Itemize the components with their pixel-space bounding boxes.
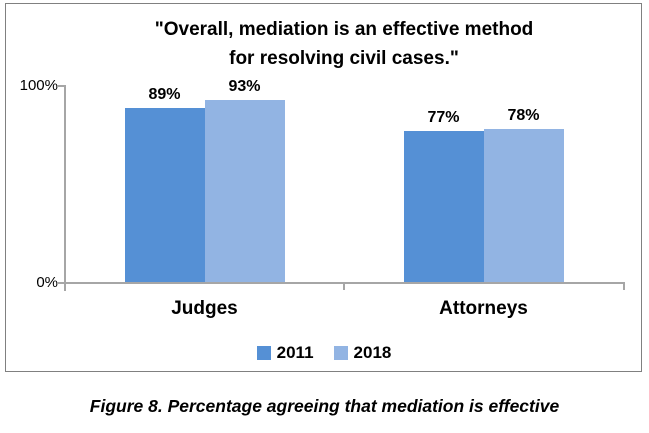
- chart-title-line1: "Overall, mediation is an effective meth…: [154, 19, 534, 40]
- legend-item-2011: 2011: [256, 343, 314, 363]
- x-axis-label-judges: Judges: [171, 298, 238, 319]
- y-axis-tick-0: [57, 282, 65, 284]
- bar-attorneys-2018: [483, 129, 564, 282]
- y-axis-tick-label-0: 0%: [36, 274, 58, 291]
- chart-title-line2: for resolving civil cases.": [229, 48, 459, 69]
- legend-label-2018: 2018: [353, 343, 392, 362]
- legend: 2011 2018: [6, 343, 642, 363]
- x-axis-tick-middle: [343, 282, 345, 290]
- y-axis-line: [64, 85, 66, 291]
- figure-caption: Figure 8. Percentage agreeing that media…: [89, 396, 560, 416]
- legend-label-2011: 2011: [276, 343, 314, 362]
- bar-judges-2011: [124, 108, 205, 282]
- y-axis-tick-label-100: 100%: [19, 77, 58, 94]
- bar-value-label-judges-2018: 93%: [228, 78, 261, 95]
- legend-swatch-2018: [333, 346, 348, 360]
- bar-judges-2018: [204, 100, 285, 282]
- bar-value-label-attorneys-2018: 78%: [507, 107, 540, 124]
- chart-frame: "Overall, mediation is an effective meth…: [5, 3, 642, 372]
- bar-attorneys-2011: [403, 131, 484, 282]
- bar-value-label-attorneys-2011: 77%: [427, 109, 460, 126]
- x-axis-tick-right: [623, 282, 625, 290]
- legend-item-2018: 2018: [333, 343, 392, 363]
- legend-swatch-2011: [256, 346, 271, 360]
- bar-value-label-judges-2011: 89%: [148, 86, 181, 103]
- chart-title: "Overall, mediation is an effective meth…: [65, 15, 623, 73]
- y-axis-tick-100: [57, 85, 65, 87]
- x-axis-label-attorneys: Attorneys: [439, 298, 528, 319]
